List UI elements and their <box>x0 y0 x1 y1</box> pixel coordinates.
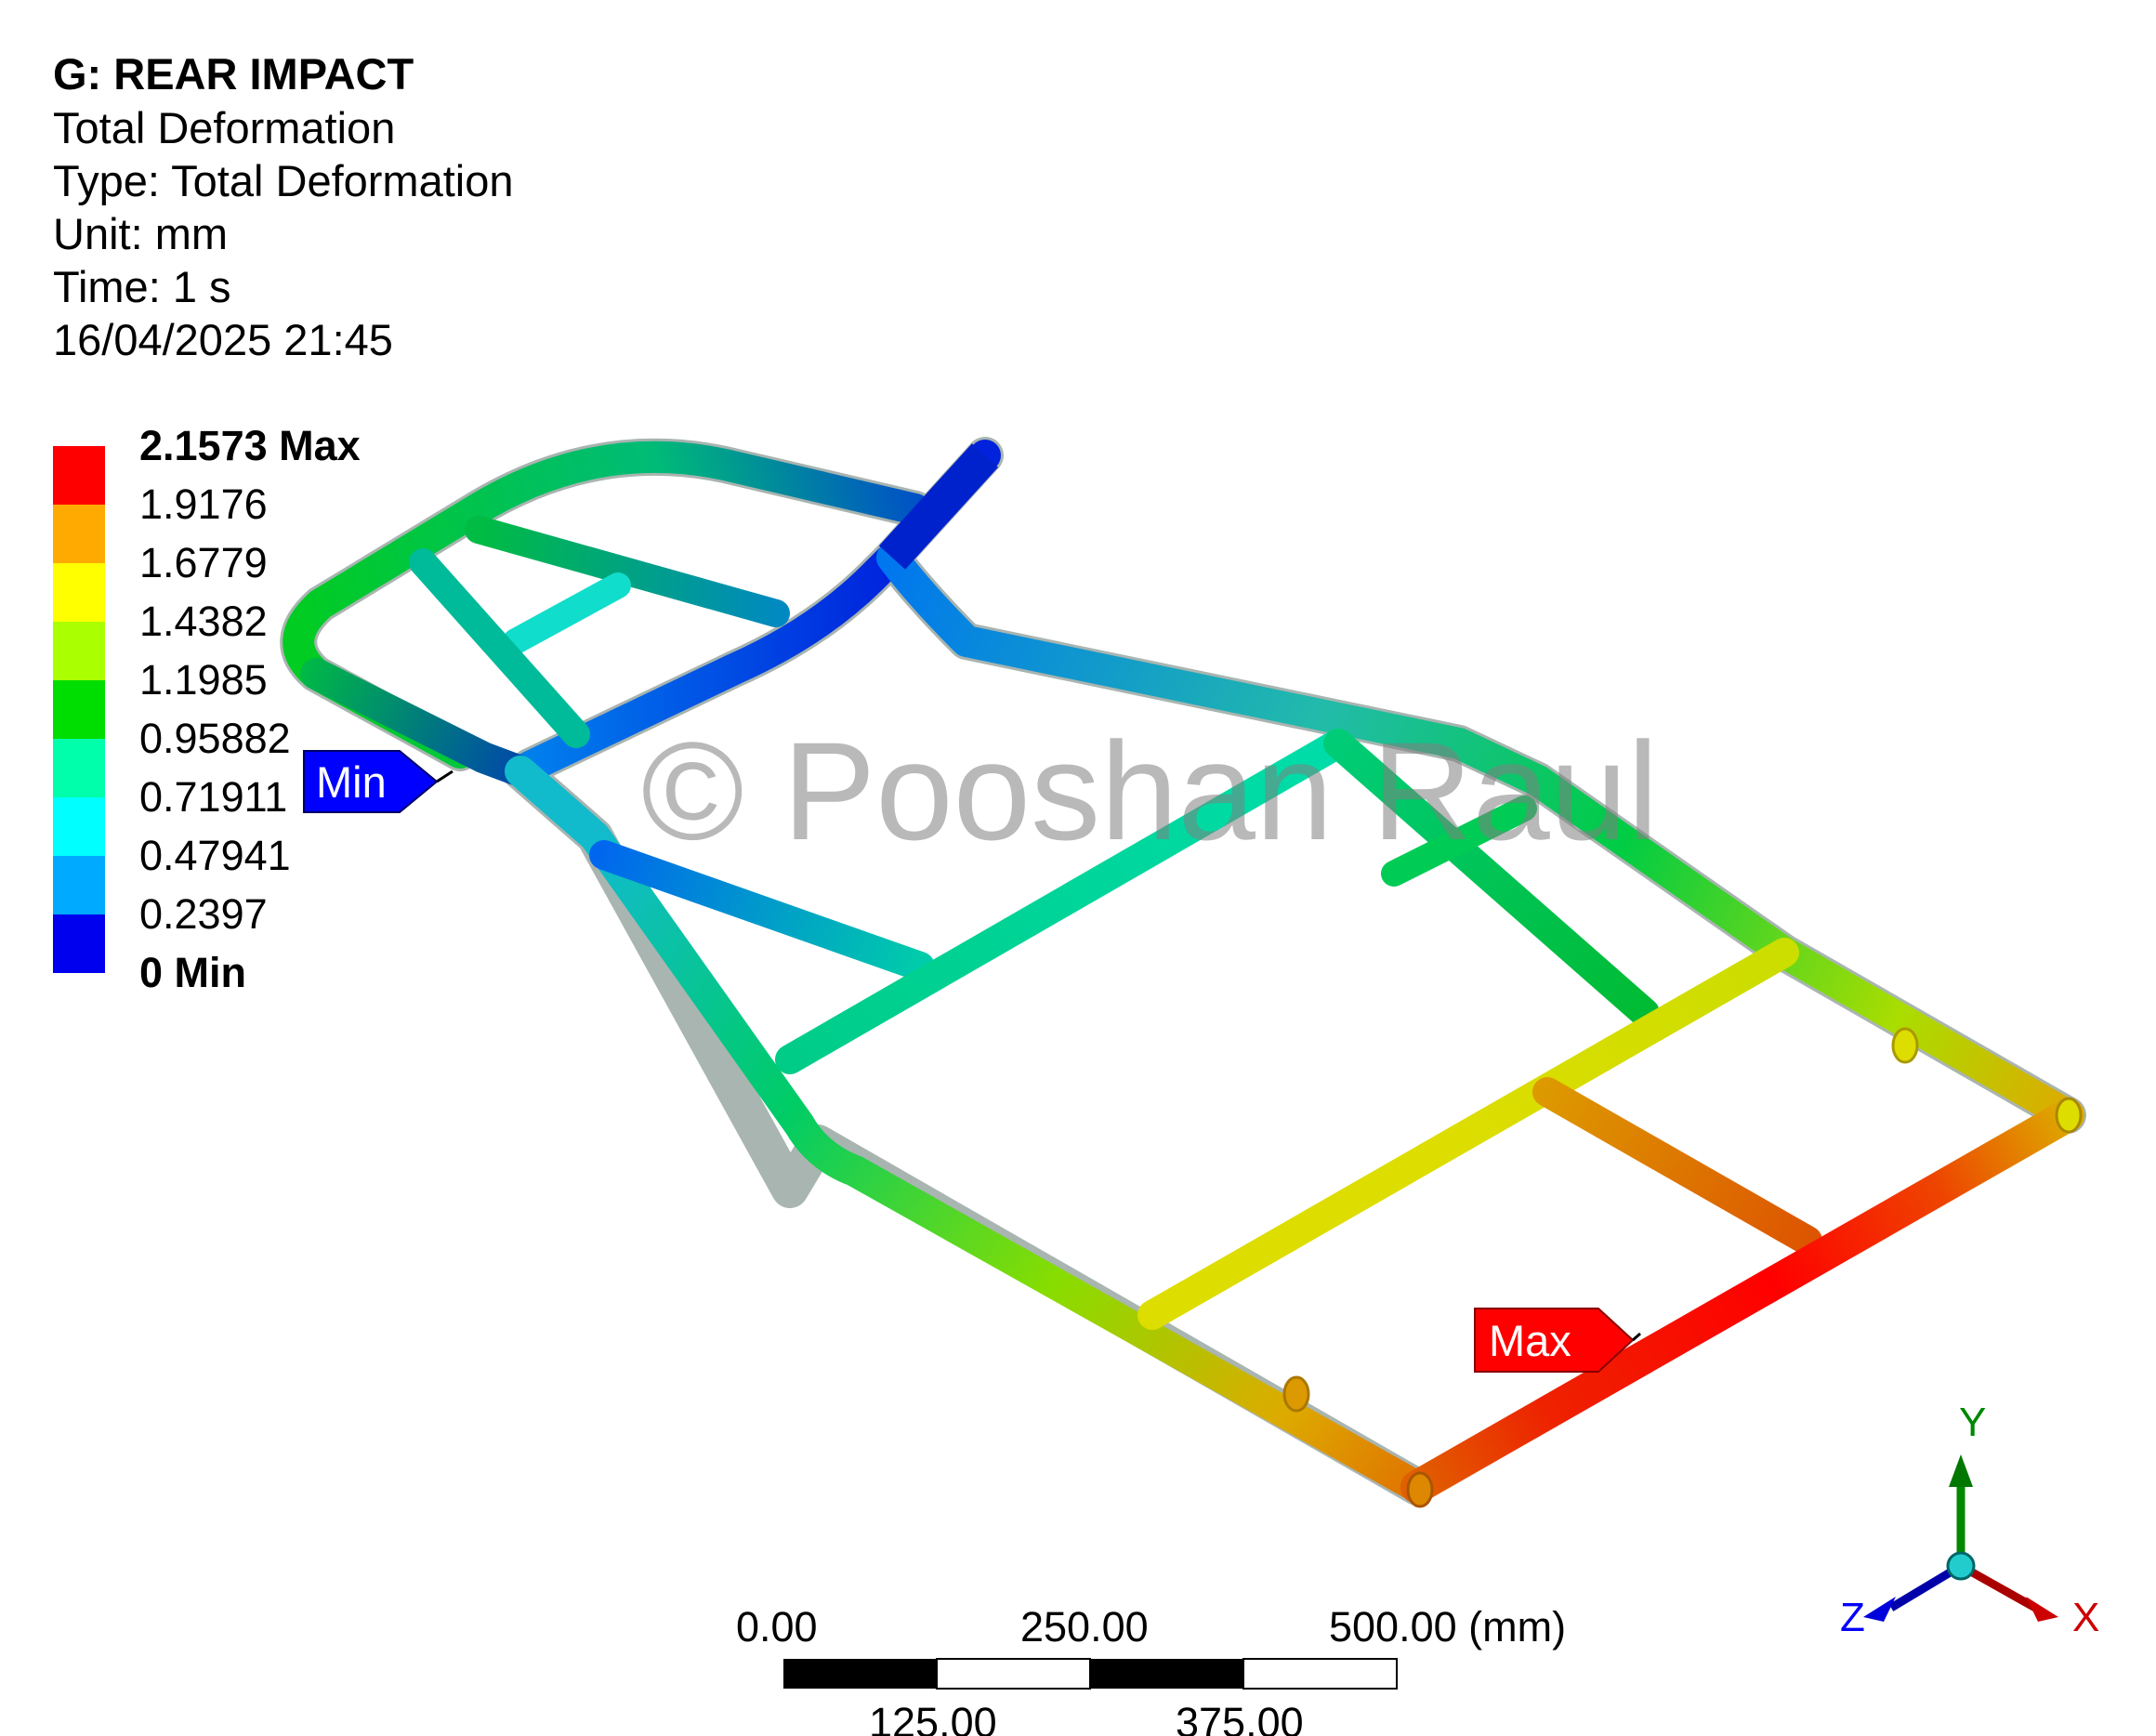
max-probe-label: Max <box>1489 1316 1571 1365</box>
legend-label-min: 0 Min <box>139 949 247 996</box>
legend-label: 1.1985 <box>139 656 268 704</box>
result-unit: Unit: mm <box>53 209 228 258</box>
legend-band <box>53 446 105 505</box>
frame-tube-inner-front <box>465 516 790 627</box>
legend-label: 0.95882 <box>139 715 291 762</box>
max-probe-flag <box>1474 1308 1635 1373</box>
frame-tube-inner-cross <box>503 572 631 654</box>
max-probe-leader <box>1632 1332 1641 1342</box>
z-axis-label: Z <box>1840 1595 1865 1640</box>
min-probe-label: Min <box>316 757 387 807</box>
legend-band <box>53 797 105 856</box>
frame-tube-inner-diagonal <box>409 548 590 748</box>
x-axis-label: X <box>2072 1595 2099 1640</box>
y-axis-label: Y <box>1959 1400 1986 1445</box>
legend-band <box>53 622 105 680</box>
scale-bar-segment <box>1090 1659 1243 1689</box>
legend-label: 0.71911 <box>139 773 288 821</box>
x-axis-arrow <box>2026 1597 2058 1622</box>
frame-tube-top-rear <box>514 440 1001 783</box>
frame-tube-nose-loop <box>283 441 931 769</box>
scale-bar-segment <box>1242 1658 1398 1690</box>
scale-label: 375.00 <box>1176 1699 1304 1736</box>
result-title: G: REAR IMPACT <box>53 49 414 99</box>
frame-tube-rear-longitudinal <box>1532 1077 1822 1256</box>
frame-tube-left-side <box>505 756 1433 1503</box>
legend-label: 1.4382 <box>139 598 268 645</box>
min-probe-leader <box>436 769 454 783</box>
tube-end-cap <box>1891 1027 1919 1064</box>
legend-band <box>53 505 105 563</box>
z-axis-arrow <box>1863 1597 1896 1622</box>
min-probe[interactable]: Min <box>303 750 454 813</box>
scale-bar <box>783 1658 1398 1690</box>
triad-origin <box>1946 1551 1976 1581</box>
min-probe-flag <box>303 750 439 813</box>
scale-bar-segment <box>783 1659 937 1689</box>
contour-legend[interactable] <box>53 446 105 973</box>
result-timestamp: 16/04/2025 21:45 <box>53 315 393 364</box>
axis-triad[interactable]: Y X Z <box>1840 1400 2099 1640</box>
legend-band <box>53 680 105 739</box>
scale-label: 125.00 <box>869 1699 997 1736</box>
tube-end-cap <box>2055 1097 2083 1134</box>
frame-tube-left-diagonal <box>589 840 935 981</box>
frame-tube-rear-cross-1 <box>1137 938 1799 1330</box>
result-type: Type: Total Deformation <box>53 156 514 205</box>
legend-label-max: 2.1573 Max <box>139 422 361 469</box>
legend-band <box>53 563 105 622</box>
legend-label: 0.2397 <box>139 890 268 938</box>
frame-tube-small-cross <box>1381 796 1537 887</box>
legend-band <box>53 856 105 914</box>
y-axis-arrow <box>1949 1454 1973 1487</box>
scale-label: 0.00 <box>736 1603 818 1651</box>
legend-label: 0.47941 <box>139 832 291 879</box>
legend-label: 1.9176 <box>139 480 268 528</box>
frame-tube-right-side <box>876 542 2084 1131</box>
legend-band <box>53 739 105 797</box>
tube-end-cap <box>1406 1471 1434 1508</box>
scale-label: 500.00 (mm) <box>1329 1603 1567 1651</box>
frame-tube-rear-bar <box>1400 1098 2084 1504</box>
legend-band <box>53 914 105 973</box>
frame-tube-mid-cross <box>775 729 1353 1074</box>
frame-tube-upright-stub <box>878 443 999 570</box>
result-time: Time: 1 s <box>53 262 231 311</box>
watermark: © Pooshan Raul <box>641 713 1659 869</box>
legend-label: 1.6779 <box>139 539 268 586</box>
scale-bar-segment <box>936 1658 1091 1690</box>
frame-tube-right-diagonal <box>1323 729 1660 1028</box>
result-name: Total Deformation <box>53 103 396 152</box>
scale-label: 250.00 <box>1020 1603 1149 1651</box>
max-probe[interactable]: Max <box>1474 1308 1641 1373</box>
tube-end-cap <box>1282 1375 1310 1413</box>
